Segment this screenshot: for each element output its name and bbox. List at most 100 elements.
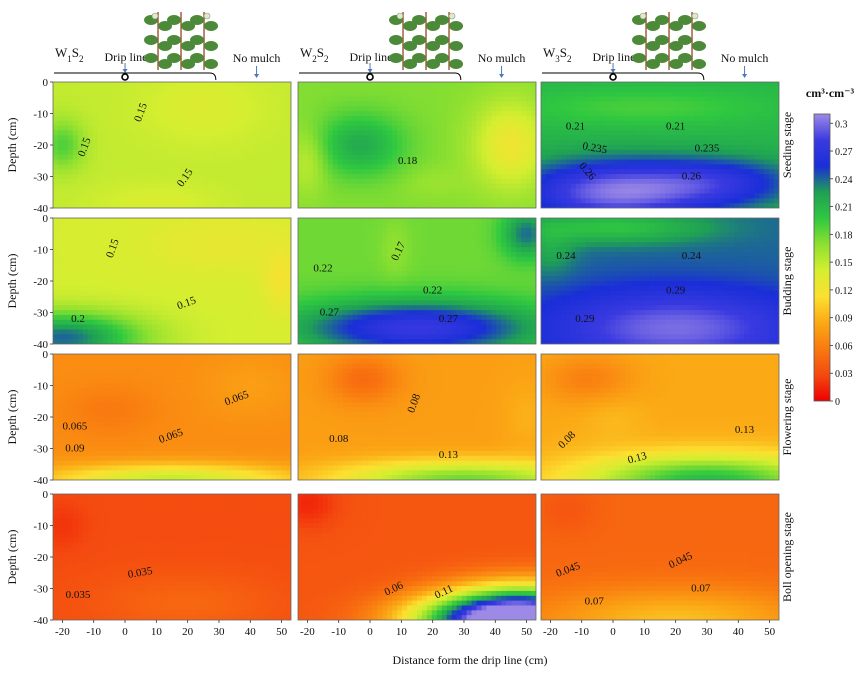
y-axis-title: Depth (cm) [5, 390, 19, 445]
treatment-label: W2S2 [300, 45, 329, 64]
stage-label: Flowering stage [780, 379, 794, 456]
panel-frame [297, 353, 537, 481]
x-tick-label: 50 [521, 626, 533, 638]
cotton-plant-icon [144, 12, 219, 70]
contour-label: 0.235 [582, 140, 609, 156]
mulch-arrow-head [499, 74, 505, 78]
x-tick-label: -10 [574, 626, 589, 638]
contour-label: 0.2 [71, 313, 85, 325]
y-tick-label: -30 [33, 584, 48, 596]
y-tick-label: 0 [43, 77, 49, 89]
x-tick-label: 10 [151, 626, 163, 638]
x-tick-label: -20 [55, 626, 70, 638]
mulch-bracket [542, 72, 705, 81]
colorbar-tick-label: 0.27 [835, 147, 853, 158]
no-mulch-label: No mulch [478, 51, 526, 65]
mulch-bracket [54, 72, 217, 81]
y-tick-label: -10 [33, 521, 48, 533]
colorbar-tick-label: 0.24 [835, 175, 853, 186]
panel-frame [540, 493, 780, 621]
drip-arrow-head [367, 69, 373, 73]
contour-label: 0.035 [127, 565, 154, 581]
treatment-label-part: 2 [567, 54, 572, 64]
treatment-label-part: 2 [79, 54, 84, 64]
y-tick-label: -40 [33, 475, 48, 487]
heatmap-panel-0-1 [298, 82, 536, 208]
contour-label: 0.21 [666, 120, 685, 132]
no-mulch-label: No mulch [233, 51, 281, 65]
y-tick-label: -10 [33, 381, 48, 393]
x-tick-label: 10 [396, 626, 408, 638]
contour-label: 0.29 [575, 313, 595, 325]
x-tick-label: 40 [245, 626, 257, 638]
y-tick-label: -30 [33, 172, 48, 184]
contour-label: 0.21 [566, 120, 585, 132]
x-tick-label: -10 [86, 626, 101, 638]
treatment-label-part: W [55, 45, 68, 60]
heatmap-panel-3-2 [541, 494, 779, 620]
panel-frame [297, 217, 537, 345]
contour-label: 0.13 [439, 449, 459, 461]
y-tick-label: -20 [33, 552, 48, 564]
stage-label: Boll opening stage [780, 512, 794, 602]
y-tick-label: 0 [43, 213, 49, 225]
y-tick-label: -20 [33, 276, 48, 288]
mulch-arrow-head [742, 74, 748, 78]
y-tick-label: -10 [33, 109, 48, 121]
drip-emitter-icon [121, 73, 129, 81]
x-tick-label: 30 [701, 626, 713, 638]
contour-label: 0.065 [63, 421, 88, 433]
x-tick-label: 0 [122, 626, 128, 638]
treatment-label-part: W [300, 45, 313, 60]
x-tick-label: 0 [610, 626, 616, 638]
contour-label: 0.27 [439, 313, 459, 325]
cotton-plant-icon [389, 12, 464, 70]
stage-label: Seeding stage [780, 112, 794, 178]
treatment-label: W1S2 [55, 45, 84, 64]
contour-label: 0.26 [682, 171, 702, 183]
x-tick-label: 20 [670, 626, 682, 638]
contour-label: 0.24 [682, 250, 702, 262]
y-tick-label: 0 [43, 349, 49, 361]
contour-label: 0.27 [320, 307, 340, 319]
x-tick-label: -20 [300, 626, 315, 638]
y-axis-title: Depth (cm) [5, 530, 19, 585]
contour-label: 0.22 [313, 263, 332, 275]
drip-arrow-head [122, 69, 128, 73]
x-tick-label: 40 [490, 626, 502, 638]
x-tick-label: 30 [458, 626, 470, 638]
no-mulch-label: No mulch [721, 51, 769, 65]
y-axis-title: Depth (cm) [5, 254, 19, 309]
treatment-label-part: 3 [555, 54, 560, 64]
y-tick-label: -20 [33, 412, 48, 424]
heatmap-panel-1-2 [541, 218, 779, 344]
treatment-label: W3S2 [543, 45, 572, 64]
y-tick-label: -30 [33, 308, 48, 320]
heatmap-panel-2-2 [541, 354, 779, 480]
heatmap-panel-1-1 [298, 218, 536, 344]
panel-frame [297, 81, 537, 209]
colorbar-tick-label: 0.15 [835, 258, 853, 269]
colorbar-tick-label: 0.3 [835, 119, 848, 130]
contour-label: 0.08 [329, 433, 349, 445]
treatment-label-part: S [317, 45, 324, 60]
treatment-label-part: 2 [324, 54, 329, 64]
colorbar-tick-label: 0.18 [835, 230, 853, 241]
colorbar-tick-label: 0.09 [835, 314, 853, 325]
heatmap-panel-3-1 [298, 494, 536, 620]
y-tick-label: -40 [33, 339, 48, 351]
heatmap-panel-1-0 [53, 218, 291, 344]
contour-label: 0.24 [556, 250, 576, 262]
treatment-label-part: 2 [312, 54, 317, 64]
x-tick-label: 20 [182, 626, 194, 638]
x-tick-label: 50 [276, 626, 288, 638]
heatmap-panel-3-0 [53, 494, 291, 620]
x-tick-label: 0 [367, 626, 373, 638]
mulch-bracket [299, 72, 462, 81]
y-tick-label: -40 [33, 203, 48, 215]
colorbar-tick-label: 0.12 [835, 286, 853, 297]
contour-label: 0.13 [735, 424, 755, 436]
x-tick-label: -10 [331, 626, 346, 638]
y-tick-label: -40 [33, 615, 48, 627]
